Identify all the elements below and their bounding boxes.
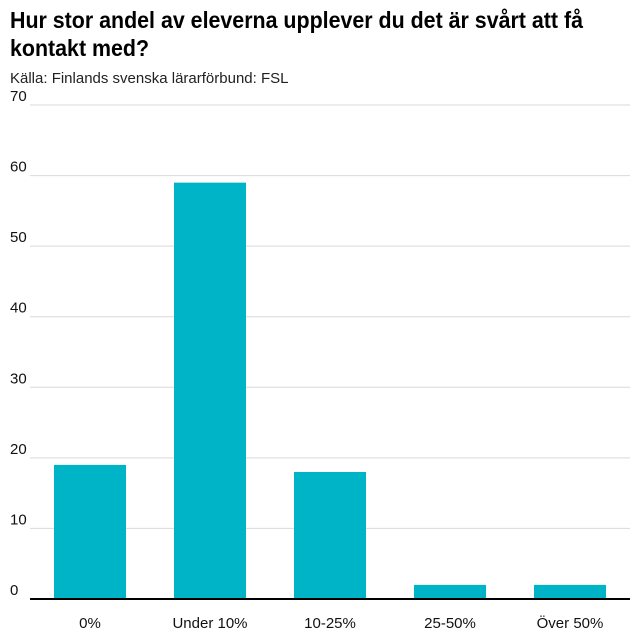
x-category-label: Under 10% — [172, 615, 247, 632]
y-tick-label: 30 — [10, 370, 27, 387]
x-category-label: 10-25% — [304, 615, 356, 632]
chart-subtitle: Källa: Finlands svenska lärarförbund: FS… — [10, 70, 289, 87]
chart-title: Hur stor andel av eleverna upplever du d… — [10, 7, 583, 61]
y-tick-label: 70 — [10, 88, 27, 105]
x-axis-category-labels: 0% Under 10% 10-25% 25-50% Över 50% — [79, 614, 603, 632]
bar — [174, 182, 246, 599]
bar — [54, 464, 126, 599]
y-tick-label: 50 — [10, 229, 27, 246]
bars — [54, 182, 606, 599]
y-axis-tick-labels: 0 10 20 30 40 50 60 70 — [10, 88, 27, 599]
bar — [294, 471, 366, 599]
y-tick-label: 10 — [10, 511, 27, 528]
y-tick-label: 0 — [10, 582, 18, 599]
y-tick-label: 20 — [10, 441, 27, 458]
gridlines — [30, 104, 630, 529]
y-tick-label: 40 — [10, 300, 27, 317]
x-category-label: Över 50% — [537, 614, 604, 632]
x-category-label: 0% — [79, 615, 101, 632]
bar — [534, 584, 606, 599]
x-category-label: 25-50% — [424, 615, 476, 632]
bar — [414, 584, 486, 599]
y-tick-label: 60 — [10, 159, 27, 176]
